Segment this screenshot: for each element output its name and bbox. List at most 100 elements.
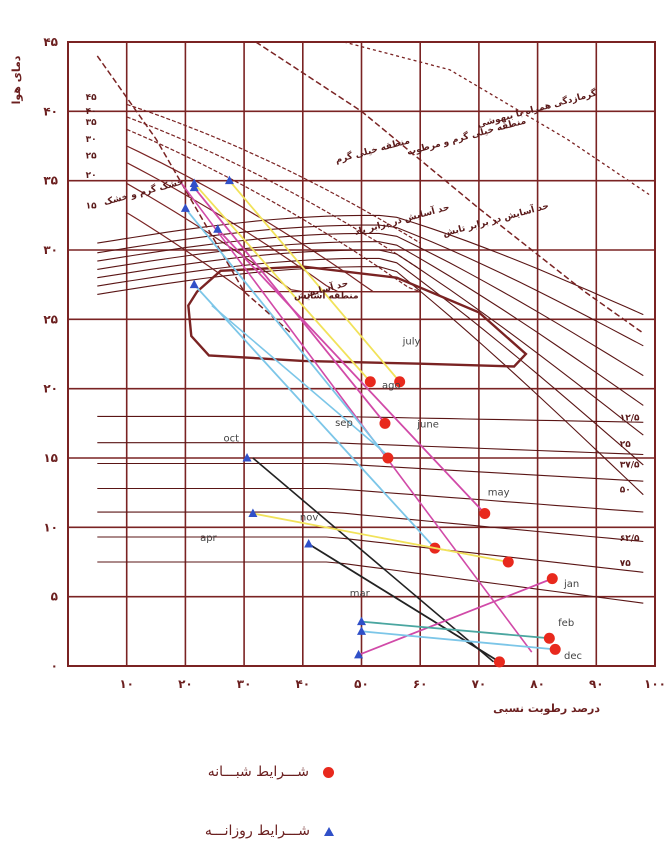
climate-curve bbox=[126, 128, 421, 293]
y-axis-title: دمای هوا bbox=[10, 55, 23, 104]
month-label-dec: dec bbox=[564, 651, 582, 662]
month-line-apr bbox=[252, 512, 509, 563]
month-line-nov bbox=[193, 284, 436, 549]
month-line-feb bbox=[361, 620, 550, 640]
day-marker-icon bbox=[324, 826, 334, 836]
radiation-curve bbox=[97, 224, 644, 347]
x-tick-label: ۹۰ bbox=[589, 677, 604, 691]
day-point-jan bbox=[354, 649, 364, 659]
zone-label: حد آسایش در برابر باد bbox=[353, 201, 451, 238]
month-label-mar: mar bbox=[350, 589, 371, 600]
day-point-nov bbox=[189, 279, 199, 289]
month-line bbox=[211, 304, 392, 459]
limit-curve-left bbox=[96, 55, 292, 334]
month-label-ago: ago bbox=[382, 381, 401, 392]
month-line-sep bbox=[184, 207, 389, 459]
day-point-sep bbox=[180, 203, 190, 212]
month-line bbox=[178, 180, 533, 653]
y-tick-label: ۱۵ bbox=[43, 451, 58, 465]
month-line-jan bbox=[358, 577, 553, 656]
day-point-feb bbox=[357, 616, 366, 626]
plot-frame bbox=[67, 41, 656, 667]
left-curve-label: ۲۵ bbox=[86, 151, 97, 161]
x-tick-label: ۴۰ bbox=[295, 677, 310, 691]
x-tick-label: ۷۰ bbox=[472, 677, 487, 691]
night-point-mar bbox=[493, 656, 505, 668]
y-tick-label: ۴۰ bbox=[43, 104, 58, 118]
radiation-curve bbox=[97, 214, 644, 316]
radiation-curve bbox=[97, 257, 644, 466]
day-point-oct bbox=[242, 453, 252, 462]
wind-curve bbox=[97, 462, 644, 482]
right-curve-label: ۱۲/۵ bbox=[620, 414, 640, 424]
day-point-apr bbox=[248, 508, 258, 517]
legend-night-label: شـــرایط شبـــانه bbox=[207, 764, 309, 780]
day-point-mar bbox=[304, 538, 314, 548]
climate-curve bbox=[126, 103, 421, 244]
left-curve-label: ۱۵ bbox=[86, 201, 97, 211]
wind-curve bbox=[97, 536, 644, 573]
left-curve-label: ۳۰ bbox=[86, 135, 97, 145]
wind-curve bbox=[97, 487, 644, 513]
month-label-june: june bbox=[416, 419, 439, 430]
month-label-nov: nov bbox=[300, 512, 318, 523]
limit-curve-mid bbox=[255, 41, 644, 334]
x-tick-label: ۳۰ bbox=[237, 677, 252, 691]
y-tick-label: ۱۰ bbox=[43, 520, 58, 534]
left-curve-label: ۴۵ bbox=[86, 93, 97, 103]
left-curve-label: ۴۰ bbox=[86, 107, 97, 117]
night-marker-icon bbox=[323, 766, 334, 778]
zone-label: منطقه خیلی گرم bbox=[334, 134, 411, 165]
curves bbox=[96, 41, 650, 604]
radiation-curve bbox=[97, 249, 644, 436]
right-curve-label: ۲۵ bbox=[620, 440, 631, 450]
radiation-curve bbox=[97, 241, 644, 406]
y-tick-label: ۰ bbox=[51, 659, 58, 673]
y-tick-label: ۴۵ bbox=[43, 35, 58, 49]
month-label-feb: feb bbox=[558, 618, 574, 629]
y-tick-label: ۲۵ bbox=[43, 312, 58, 326]
night-point-sep bbox=[382, 452, 394, 464]
x-tick-label: ۸۰ bbox=[530, 677, 545, 691]
y-tick-label: ۳۰ bbox=[43, 243, 58, 257]
x-tick-label: ۵۰ bbox=[354, 677, 369, 691]
series bbox=[178, 175, 561, 668]
night-point-jan bbox=[546, 573, 558, 585]
month-label-oct: oct bbox=[224, 433, 240, 444]
night-point-may bbox=[479, 507, 491, 519]
night-point-july bbox=[394, 376, 406, 388]
climate-curve bbox=[126, 145, 421, 293]
day-point-july bbox=[224, 175, 234, 185]
night-point-feb bbox=[543, 632, 555, 644]
month-label-sep: sep bbox=[335, 418, 353, 429]
month-line-ago bbox=[193, 182, 371, 383]
wind-curve bbox=[97, 415, 644, 423]
month-line-dec bbox=[361, 630, 556, 651]
wind-curve bbox=[97, 442, 644, 456]
day-point-dec bbox=[357, 626, 366, 635]
month-line bbox=[252, 457, 495, 663]
wind-curve bbox=[97, 511, 644, 543]
right-curve-label: ۵۰ bbox=[620, 486, 631, 496]
radiation-curve bbox=[97, 232, 644, 377]
month-label-july: july bbox=[402, 336, 421, 347]
month-label-may: may bbox=[488, 487, 510, 498]
zone-label: حد آسایش در برابر تابش bbox=[441, 199, 550, 239]
month-label-jan: jan bbox=[563, 579, 579, 590]
climate-curve bbox=[126, 116, 421, 270]
x-tick-label: ۲۰ bbox=[178, 677, 193, 691]
x-tick-label: ۱۰ bbox=[119, 677, 134, 691]
comfort-zone-label: منطقه آسایش bbox=[294, 290, 359, 302]
night-point-june bbox=[379, 417, 391, 429]
right-curve-label: ۷۵ bbox=[620, 559, 631, 569]
night-point-apr bbox=[502, 556, 514, 568]
wind-curve bbox=[97, 561, 644, 604]
y-tick-label: ۲۰ bbox=[43, 382, 58, 396]
x-axis-title: درصد رطوبت نسبی bbox=[493, 702, 600, 715]
y-tick-label: ۵ bbox=[51, 590, 58, 604]
legend-day: شـــرایط روزانـــه bbox=[205, 823, 334, 839]
month-line-july bbox=[228, 180, 401, 383]
day-point-june bbox=[189, 182, 199, 192]
bioclimatic-chart: ۱۰ ۲۰ ۳۰ ۴۰ ۵۰ ۶۰ ۷۰ ۸۰ ۹۰ ۱۰۰۰۵۱۰۱۵۲۰۲۵۳۰۳۵۴۰۴۵۴… bbox=[10, 35, 664, 715]
night-point-ago bbox=[364, 376, 376, 388]
